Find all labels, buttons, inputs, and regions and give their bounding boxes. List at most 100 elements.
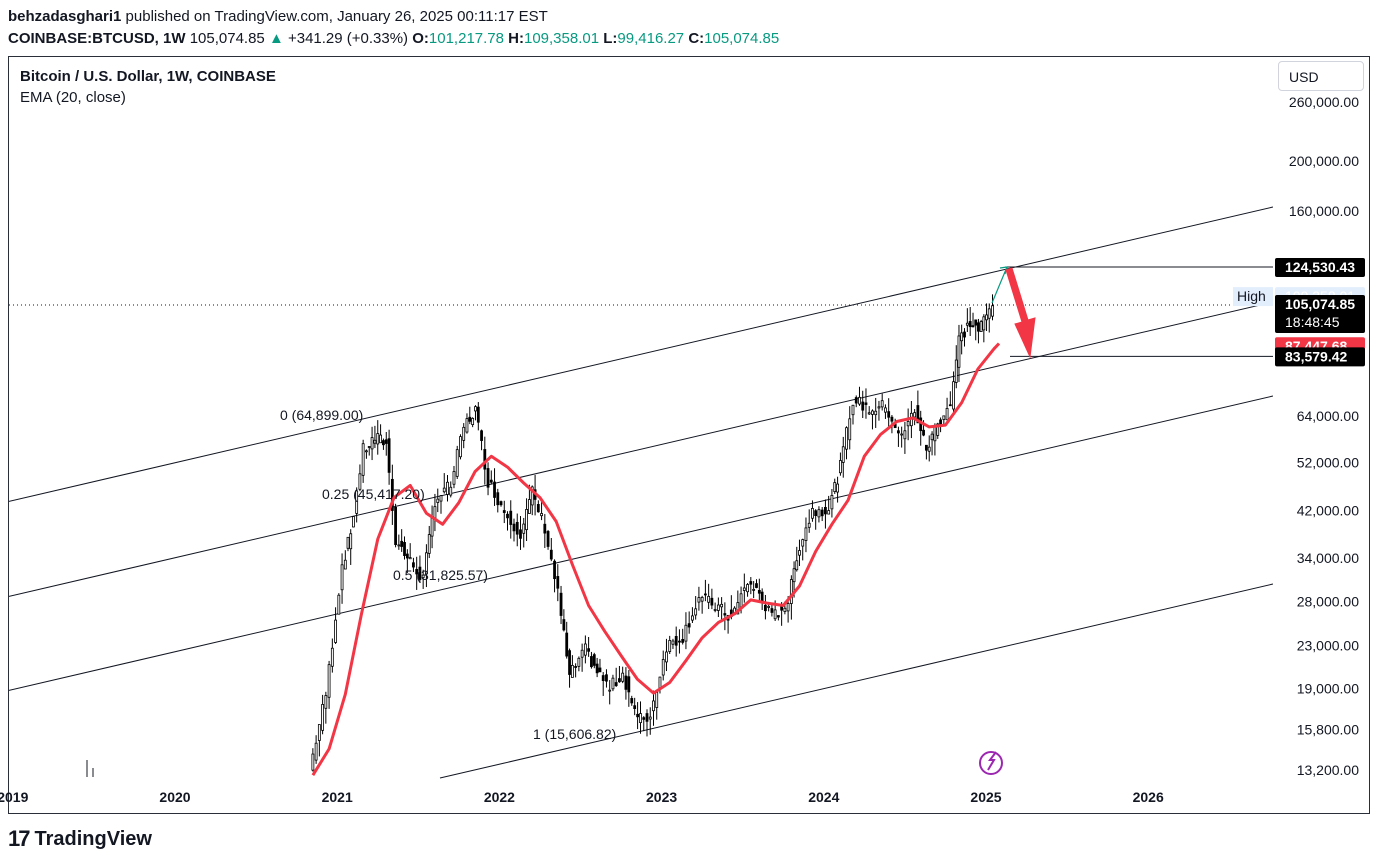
candle-body [655, 691, 659, 708]
candle-body [493, 481, 496, 498]
candle-body [746, 584, 749, 593]
candle-body [713, 609, 717, 611]
candle-body [827, 510, 831, 515]
candle-body [645, 713, 649, 722]
symbol-label[interactable]: COINBASE:BTCUSD, 1W [8, 30, 186, 47]
candle-body [334, 619, 337, 643]
candle-body [611, 677, 615, 690]
candle-body [848, 418, 852, 441]
channel-line-1 [9, 301, 1273, 597]
candle-body [587, 648, 591, 652]
candle-body [742, 587, 746, 591]
y-axis-tick: 64,000.00 [1297, 408, 1359, 424]
candle-body [963, 331, 966, 338]
candle-body [618, 678, 621, 683]
candle-body [687, 623, 691, 628]
candle-body [770, 608, 774, 613]
candle-body [512, 523, 516, 532]
y-axis-tick: 260,000.00 [1289, 94, 1359, 110]
price-tag [1275, 257, 1365, 277]
candle-body [519, 529, 522, 539]
author-name[interactable]: behzadasghari1 [8, 8, 122, 25]
candle-body [707, 595, 711, 603]
candle-body [767, 605, 771, 608]
chart-frame [8, 56, 1370, 814]
candle-body [807, 522, 811, 528]
candle-body [939, 419, 942, 425]
y-axis-tick: 28,000.00 [1297, 593, 1359, 609]
plot-area: 0 (64,899.00) 0.25 (45,417.20) 0.5 (31,825… [9, 206, 1273, 779]
close-value: 105,074.85 [704, 30, 780, 47]
fib-label-0: 0 (64,899.00) [280, 407, 363, 423]
candle-body [880, 400, 884, 408]
candle-body [394, 506, 397, 545]
price-tag [1275, 347, 1365, 367]
candle-body [474, 406, 477, 412]
candle-body [430, 517, 434, 537]
candle-body [442, 487, 446, 493]
candle-body [948, 404, 952, 407]
candle-body [468, 416, 472, 422]
spark-icon [979, 751, 1003, 775]
publish-info: behzadasghari1 published on TradingView.… [8, 8, 548, 25]
candle-body [449, 486, 453, 496]
last-price: 105,074.85 [189, 30, 265, 47]
candle-body [658, 676, 662, 689]
candle-body [968, 321, 972, 328]
candle-body [314, 742, 318, 761]
candle-body [355, 490, 359, 514]
candle-body [681, 639, 685, 643]
x-axis-tick: 2021 [322, 789, 353, 805]
candle-body [614, 682, 618, 687]
chart-legend-title[interactable]: Bitcoin / U.S. Dollar, 1W, COINBASE [20, 68, 276, 85]
candle-body [421, 574, 425, 579]
candle-body [864, 402, 868, 405]
indicator-legend[interactable]: EMA (20, close) [20, 89, 126, 106]
candle-body [462, 426, 466, 441]
candle-body [382, 440, 385, 446]
candle-body [530, 486, 534, 506]
candle-body [668, 640, 672, 652]
fib-label-2: 0.5 (31,825.57) [393, 567, 488, 583]
x-axis-tick: 2022 [484, 789, 515, 805]
y-axis-tick: 160,000.00 [1289, 203, 1359, 219]
candle-body [854, 397, 858, 404]
candle-body [562, 619, 566, 631]
candle-body [674, 636, 678, 646]
y-axis-tick: 15,800.00 [1297, 722, 1359, 738]
candle-body [942, 415, 946, 420]
candle-body [546, 531, 550, 547]
candle-body [358, 473, 362, 490]
candle-body [783, 607, 787, 612]
candle-body [960, 332, 964, 342]
candle-body [337, 594, 341, 615]
candle-body [543, 523, 547, 534]
candle-body [480, 430, 483, 441]
projection-line [991, 266, 1008, 304]
candle-body [630, 698, 634, 704]
candle-body [400, 540, 404, 547]
candle-body [871, 410, 874, 415]
candle-body [627, 676, 631, 693]
candle-body [412, 562, 415, 568]
candle-body [436, 498, 440, 503]
candle-body [459, 436, 462, 458]
candle-body [311, 753, 315, 771]
candle-body [370, 437, 374, 450]
candle-body [841, 446, 845, 463]
candle-body [830, 495, 834, 510]
candle-body [665, 651, 668, 663]
candle-body [525, 509, 528, 531]
channel-line-0 [9, 206, 1273, 502]
low-label: L: [603, 30, 618, 47]
candle-body [583, 643, 587, 656]
candle-body [577, 657, 581, 667]
candle-body [652, 700, 655, 712]
candle-body [919, 417, 923, 432]
currency-button[interactable]: USD [1278, 61, 1364, 91]
candle-body [642, 717, 646, 720]
candle-body [515, 521, 519, 535]
candle-body [757, 590, 761, 594]
candle-body [415, 569, 419, 575]
